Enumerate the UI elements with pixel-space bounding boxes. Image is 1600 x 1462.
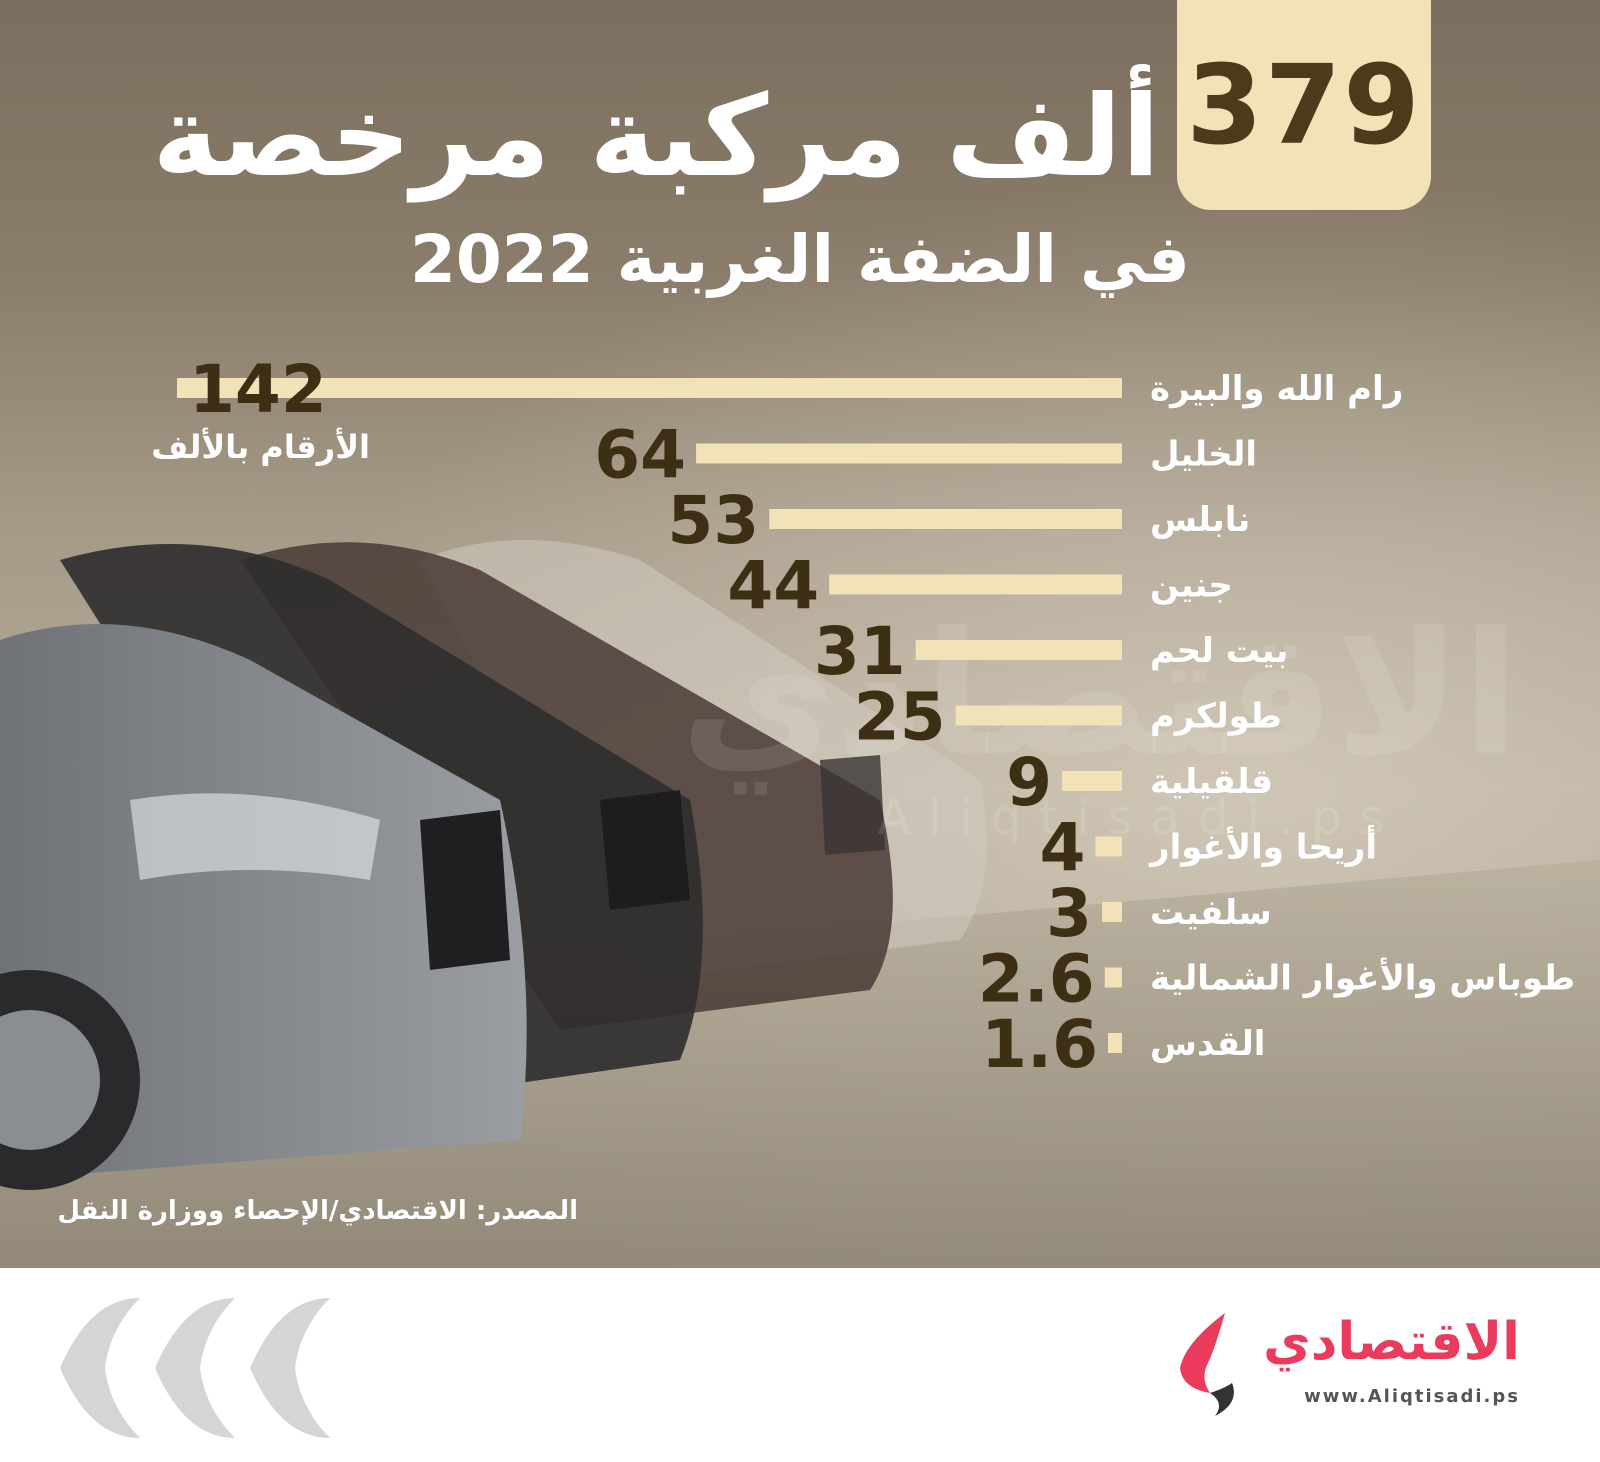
value-label-3: 44 — [727, 548, 819, 625]
bar-0 — [177, 378, 1122, 398]
car-grille-3 — [820, 755, 885, 855]
brand-mark-icon — [1180, 1313, 1234, 1416]
category-label-7: أريحا والأغوار — [1148, 825, 1377, 868]
value-label-2: 53 — [667, 482, 759, 559]
bar-9 — [1104, 967, 1122, 988]
car-grille — [420, 810, 510, 970]
bar-7 — [1095, 836, 1122, 857]
pavement — [0, 860, 1600, 1268]
car-rim — [0, 1010, 100, 1150]
category-label-1: الخليل — [1150, 435, 1257, 475]
value-label-6: 9 — [1006, 744, 1052, 821]
bar-3 — [829, 574, 1122, 595]
value-label-9: 2.6 — [978, 941, 1095, 1018]
value-label-5: 25 — [854, 679, 946, 756]
value-label-1: 64 — [594, 417, 686, 494]
bar-chart: رام الله والبيرة142الخليل64نابلس53جنين44… — [177, 351, 1575, 1083]
value-label-0: 142 — [189, 351, 327, 428]
category-label-2: نابلس — [1150, 500, 1250, 540]
category-label-5: طولكرم — [1150, 697, 1282, 737]
value-label-8: 3 — [1046, 875, 1092, 952]
bar-2 — [769, 509, 1122, 529]
value-label-10: 1.6 — [981, 1006, 1098, 1083]
bar-8 — [1102, 902, 1122, 922]
category-label-4: بيت لحم — [1150, 631, 1288, 671]
category-label-0: رام الله والبيرة — [1150, 369, 1403, 409]
bar-6 — [1062, 771, 1122, 791]
bar-5 — [955, 705, 1122, 726]
page-title: ألف مركبة مرخصة — [152, 72, 1160, 202]
category-label-6: قلقيلية — [1150, 762, 1273, 802]
category-label-3: جنين — [1150, 566, 1233, 606]
highlight-badge: 379 — [1177, 0, 1431, 210]
brand-logo: الاقتصادي www.Aliqtisadi.ps — [1160, 1308, 1540, 1428]
brand-name: الاقتصادي — [1263, 1312, 1520, 1372]
page-subtitle: في الضفة الغربية 2022 — [409, 221, 1190, 298]
footer: الاقتصادي www.Aliqtisadi.ps — [0, 1268, 1600, 1462]
bar-4 — [915, 640, 1122, 660]
bar-1 — [696, 443, 1122, 464]
value-label-4: 31 — [814, 613, 906, 690]
car-headlight — [130, 793, 380, 880]
car-grille-2 — [600, 790, 690, 910]
source-note: المصدر: الاقتصادي/الإحصاء ووزارة النقل — [57, 1196, 578, 1226]
highlight-number: 379 — [1186, 41, 1422, 169]
category-label-9: طوباس والأغوار الشمالية — [1150, 957, 1575, 999]
category-label-8: سلفيت — [1150, 893, 1272, 933]
chevron-decoration-icon — [60, 1298, 330, 1438]
unit-note: الأرقام بالألف — [151, 428, 370, 466]
parked-cars-illustration — [0, 540, 1600, 1268]
category-label-10: القدس — [1150, 1024, 1265, 1064]
infographic-panel: الاقتصادي Aliqtisadi.ps 379 ألف مركبة مر… — [0, 0, 1600, 1268]
bar-10 — [1108, 1033, 1122, 1053]
value-label-7: 4 — [1039, 810, 1085, 887]
brand-url: www.Aliqtisadi.ps — [1304, 1386, 1520, 1407]
